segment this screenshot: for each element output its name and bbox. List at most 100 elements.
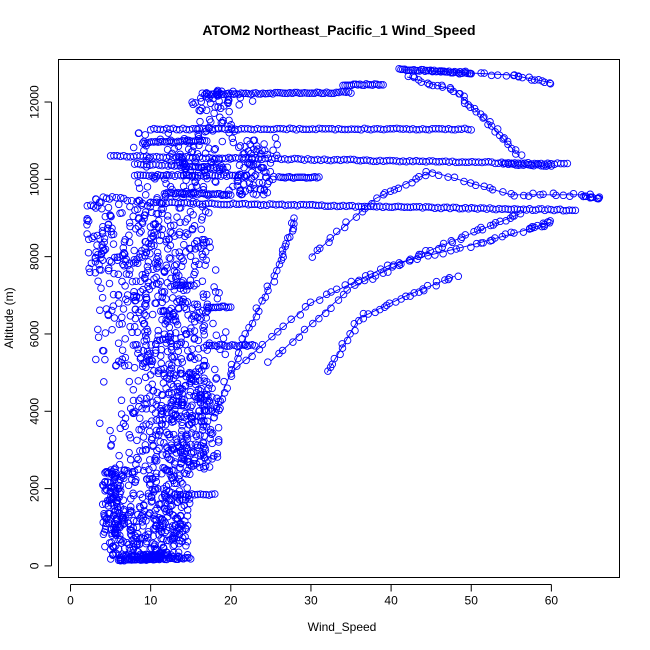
data-point bbox=[108, 193, 116, 201]
data-point bbox=[479, 239, 487, 247]
data-point bbox=[171, 401, 179, 409]
data-point bbox=[126, 266, 134, 274]
data-point bbox=[169, 294, 177, 302]
data-point bbox=[263, 180, 272, 188]
data-point bbox=[249, 181, 257, 189]
data-point bbox=[104, 469, 112, 478]
data-point bbox=[196, 490, 205, 498]
data-point bbox=[456, 244, 464, 252]
data-point bbox=[519, 191, 528, 200]
data-point bbox=[281, 201, 289, 210]
data-point bbox=[156, 171, 165, 180]
data-point bbox=[431, 204, 439, 213]
data-point bbox=[141, 373, 150, 382]
data-point bbox=[248, 352, 256, 361]
data-point bbox=[155, 236, 164, 245]
data-point bbox=[178, 438, 187, 447]
data-point bbox=[259, 164, 268, 172]
data-point bbox=[203, 341, 211, 350]
data-point bbox=[321, 309, 330, 318]
data-point bbox=[477, 223, 485, 232]
data-point bbox=[326, 234, 335, 242]
data-point bbox=[137, 227, 145, 235]
data-point bbox=[183, 454, 192, 463]
data-point bbox=[322, 290, 331, 299]
data-point bbox=[164, 162, 172, 170]
data-point bbox=[186, 328, 194, 336]
data-point bbox=[117, 410, 126, 418]
data-point bbox=[560, 159, 568, 168]
data-point bbox=[559, 206, 567, 215]
data-point bbox=[487, 71, 496, 80]
data-point bbox=[167, 364, 176, 373]
data-point bbox=[162, 179, 170, 188]
data-point bbox=[225, 116, 233, 125]
data-point bbox=[517, 151, 526, 159]
data-point bbox=[233, 362, 241, 370]
data-point bbox=[175, 304, 183, 313]
data-point bbox=[115, 451, 123, 460]
data-point bbox=[135, 184, 144, 192]
data-point bbox=[186, 421, 194, 429]
data-point bbox=[112, 193, 120, 202]
data-point bbox=[461, 67, 470, 76]
data-point bbox=[144, 282, 152, 291]
data-point bbox=[150, 228, 158, 237]
data-point bbox=[314, 201, 323, 210]
data-point bbox=[246, 341, 254, 350]
data-point bbox=[214, 438, 223, 446]
data-point bbox=[547, 162, 556, 170]
data-point bbox=[213, 402, 221, 411]
data-point bbox=[169, 548, 178, 557]
data-point bbox=[263, 282, 272, 291]
data-point bbox=[123, 291, 132, 299]
data-point bbox=[108, 306, 116, 315]
data-point bbox=[202, 106, 211, 115]
data-point bbox=[464, 101, 473, 109]
data-point bbox=[395, 261, 404, 270]
data-point bbox=[461, 203, 470, 212]
data-point bbox=[149, 232, 157, 240]
data-point bbox=[121, 414, 130, 422]
data-point bbox=[120, 544, 129, 553]
data-point bbox=[300, 89, 309, 97]
data-point bbox=[528, 222, 537, 231]
data-point bbox=[148, 497, 156, 505]
data-point bbox=[336, 202, 344, 211]
data-point bbox=[332, 227, 341, 236]
data-point bbox=[547, 205, 555, 214]
data-point bbox=[527, 161, 535, 170]
data-point bbox=[202, 256, 210, 264]
data-point bbox=[193, 490, 202, 499]
data-point bbox=[175, 230, 184, 239]
data-point bbox=[440, 67, 448, 76]
data-point bbox=[487, 122, 496, 130]
data-point bbox=[229, 182, 237, 191]
data-point bbox=[114, 291, 123, 299]
data-point bbox=[173, 392, 181, 400]
data-point bbox=[315, 296, 324, 304]
data-point bbox=[159, 523, 167, 531]
data-point bbox=[403, 203, 412, 211]
data-point bbox=[161, 528, 169, 537]
data-point bbox=[174, 548, 183, 557]
data-point bbox=[178, 454, 186, 463]
data-point bbox=[188, 401, 196, 409]
data-point bbox=[593, 194, 601, 203]
data-point bbox=[205, 237, 213, 246]
data-point bbox=[155, 416, 164, 425]
data-point bbox=[510, 71, 519, 79]
data-point bbox=[371, 272, 380, 280]
data-point bbox=[203, 137, 211, 145]
data-point bbox=[273, 140, 281, 149]
data-point bbox=[219, 334, 228, 343]
data-point bbox=[380, 303, 389, 311]
data-point bbox=[341, 281, 349, 289]
y-tick-label: 2000 bbox=[28, 475, 42, 502]
data-point bbox=[196, 431, 204, 439]
data-point bbox=[147, 360, 156, 369]
data-point bbox=[278, 250, 287, 258]
data-point bbox=[207, 430, 216, 438]
data-point bbox=[466, 179, 475, 187]
data-point bbox=[83, 230, 91, 238]
